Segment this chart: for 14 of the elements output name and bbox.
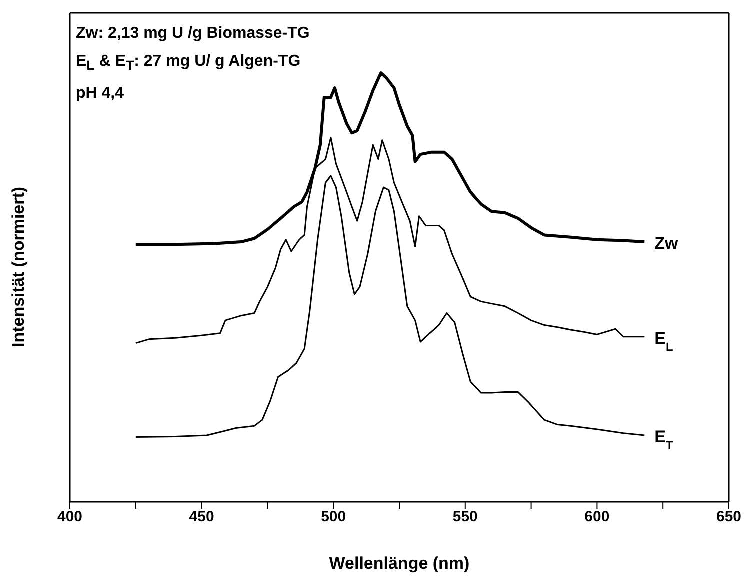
x-tick-label: 650: [716, 508, 742, 526]
series-label: E$_{L}$: [654, 328, 674, 354]
x-tick-label: 400: [57, 508, 83, 526]
annotation: pH 4,4: [76, 84, 126, 104]
series-label: E$_{T}$: [654, 428, 674, 453]
x-axis-title: Wellenlänge (nm): [329, 554, 470, 573]
x-tick-label: 550: [452, 508, 478, 526]
text: Zw: 2,13 mg U /g Biomasse-TG: [76, 24, 310, 44]
series-label: Zw: [654, 234, 680, 254]
x-tick-label: 600: [584, 508, 610, 526]
annotation: E$_{L}$ & E$_{T}$: 27 mg U/ g Algen-TG: [76, 52, 302, 76]
x-tick-label: 500: [321, 508, 346, 526]
x-tick-label: 450: [189, 508, 214, 526]
y-axis-title: Intensität (normiert): [9, 186, 28, 348]
